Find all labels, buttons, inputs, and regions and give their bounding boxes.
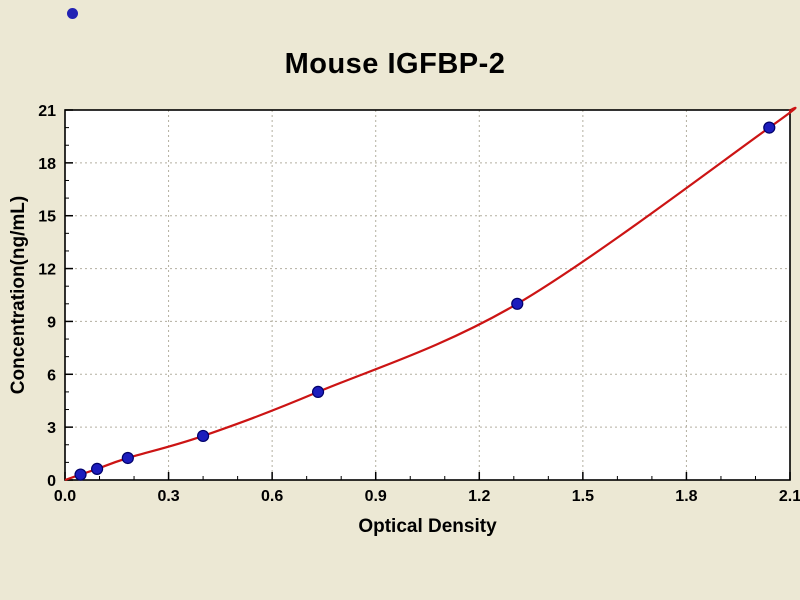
y-tick-label: 12: [38, 262, 56, 279]
chart-title: Mouse IGFBP-2: [284, 48, 506, 80]
y-tick-label: 0: [47, 473, 56, 490]
data-point: [311, 385, 325, 399]
y-tick-label: 9: [47, 314, 56, 331]
data-point: [74, 468, 87, 481]
y-tick-label: 3: [47, 420, 56, 437]
data-point: [196, 429, 210, 443]
plot-frame: [64, 109, 791, 481]
blue-corner-dot: [67, 8, 78, 19]
x-tick-label: 0.0: [54, 488, 76, 505]
x-axis-label: Optical Density: [358, 516, 497, 537]
x-tick-label: 1.2: [468, 488, 490, 505]
x-tick-label: 0.3: [157, 488, 179, 505]
y-tick-label: 18: [38, 156, 56, 173]
x-tick-label: 0.9: [365, 488, 387, 505]
data-point: [121, 451, 134, 465]
y-tick-label: 6: [47, 367, 56, 384]
data-point: [511, 297, 524, 310]
x-tick-label: 1.5: [572, 488, 594, 505]
x-tick-label: 2.1: [779, 488, 800, 505]
x-tick-label: 0.6: [261, 488, 283, 505]
data-point: [763, 121, 776, 134]
data-point: [91, 462, 104, 475]
plot-background: [65, 110, 790, 480]
y-tick-label: 15: [38, 209, 56, 226]
y-tick-label: 21: [38, 103, 56, 120]
x-tick-label: 1.8: [675, 488, 697, 505]
